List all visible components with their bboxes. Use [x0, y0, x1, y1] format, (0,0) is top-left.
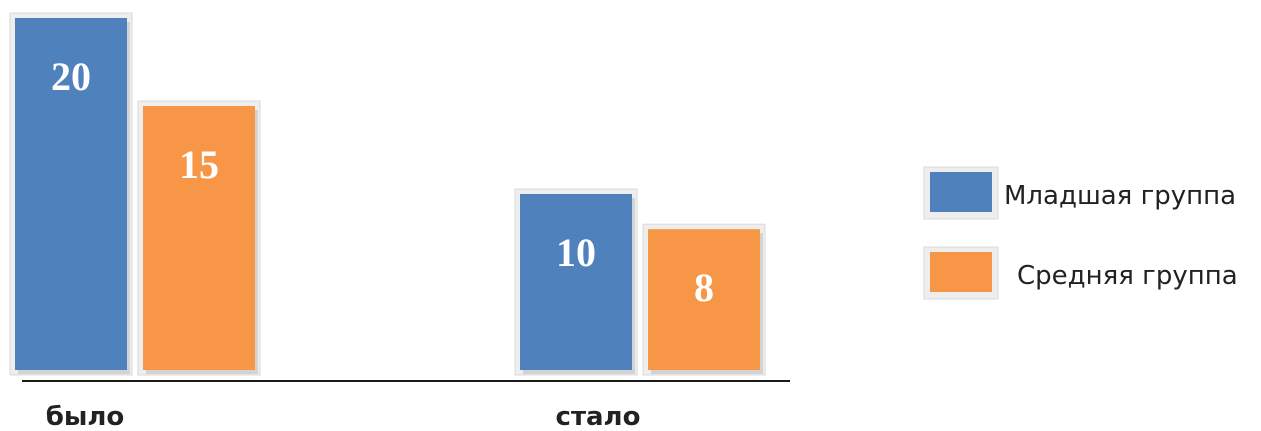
bar-middle-after [648, 229, 760, 370]
legend-swatch [930, 172, 992, 212]
category-label: было [46, 402, 125, 431]
category-label: стало [556, 402, 641, 431]
legend-swatch [930, 252, 992, 292]
bars-layer: 20 15 10 8 [9, 12, 766, 376]
bar-middle-before [143, 106, 255, 370]
legend-label: Младшая группа [1004, 181, 1236, 211]
legend: Младшая группа Средняя группа [923, 166, 1238, 300]
data-label: 10 [556, 230, 596, 275]
legend-label: Средняя группа [1017, 261, 1238, 291]
bar-junior-after [520, 194, 632, 370]
data-label: 8 [694, 265, 714, 310]
data-label: 15 [179, 142, 219, 187]
bar-junior-before [15, 18, 127, 370]
data-label: 20 [51, 54, 91, 99]
category-labels: было стало [46, 402, 641, 431]
